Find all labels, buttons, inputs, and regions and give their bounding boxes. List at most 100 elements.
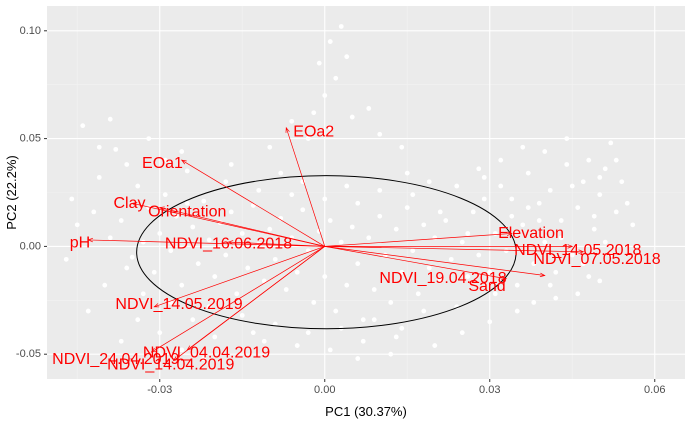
score-point bbox=[195, 261, 201, 267]
score-point bbox=[327, 347, 333, 353]
score-point bbox=[294, 269, 300, 275]
score-point bbox=[371, 317, 377, 323]
score-point bbox=[294, 343, 300, 348]
score-point bbox=[542, 239, 548, 245]
score-point bbox=[261, 338, 267, 344]
score-point bbox=[624, 200, 630, 206]
score-point bbox=[179, 282, 185, 288]
score-point bbox=[421, 308, 427, 314]
score-point bbox=[190, 317, 196, 323]
loading-vector bbox=[324, 246, 584, 253]
score-point bbox=[118, 218, 124, 223]
score-point bbox=[179, 149, 185, 154]
score-point bbox=[96, 144, 102, 150]
score-point bbox=[349, 224, 355, 230]
loading-vector bbox=[159, 207, 325, 247]
score-point bbox=[355, 200, 361, 206]
score-point bbox=[399, 325, 405, 331]
score-point bbox=[382, 252, 388, 258]
score-point bbox=[393, 226, 399, 232]
score-point bbox=[399, 269, 405, 275]
score-point bbox=[432, 235, 438, 241]
score-point bbox=[597, 175, 603, 180]
loading-label: Elevation bbox=[498, 225, 564, 242]
score-point bbox=[162, 157, 168, 163]
score-point bbox=[426, 179, 432, 185]
score-point bbox=[173, 213, 179, 219]
score-point bbox=[250, 330, 256, 336]
score-point bbox=[564, 162, 570, 167]
y-tick-label: -0.05 bbox=[16, 348, 41, 360]
score-point bbox=[630, 222, 636, 228]
score-point bbox=[157, 231, 163, 236]
loading-arrowhead bbox=[180, 159, 187, 165]
score-point bbox=[118, 338, 124, 344]
score-point bbox=[102, 282, 108, 288]
loading-arrowhead bbox=[567, 244, 574, 249]
score-point bbox=[223, 179, 229, 185]
score-point bbox=[553, 295, 559, 301]
score-point bbox=[410, 248, 416, 254]
score-point bbox=[267, 144, 273, 150]
score-point bbox=[377, 187, 383, 193]
score-point bbox=[448, 256, 454, 262]
score-point bbox=[250, 203, 256, 208]
score-point bbox=[311, 110, 317, 116]
score-point bbox=[415, 291, 421, 297]
score-point bbox=[487, 319, 493, 325]
score-point bbox=[481, 175, 487, 180]
score-point bbox=[558, 235, 564, 241]
score-point bbox=[586, 274, 592, 279]
x-axis-ticks: -0.03 0.00 0.03 0.06 bbox=[147, 379, 665, 396]
loading-label: NDVI_14.04.2019 bbox=[107, 356, 234, 373]
score-point bbox=[542, 149, 548, 154]
score-point bbox=[525, 205, 531, 210]
score-point bbox=[514, 282, 520, 288]
x-tick-label: -0.03 bbox=[147, 384, 172, 396]
grid-minor bbox=[47, 6, 685, 379]
score-point bbox=[212, 334, 218, 340]
score-point bbox=[239, 312, 245, 318]
score-point bbox=[107, 116, 113, 122]
score-point bbox=[272, 321, 278, 327]
score-point bbox=[371, 287, 377, 292]
y-axis-title: PC2 (22.2%) bbox=[4, 155, 19, 229]
score-point bbox=[311, 300, 317, 305]
score-point bbox=[454, 183, 460, 189]
loading-label: NDVI_24.04.2019 bbox=[52, 351, 179, 368]
score-point bbox=[201, 356, 207, 361]
score-point bbox=[580, 261, 586, 267]
score-point bbox=[410, 192, 416, 198]
score-point bbox=[338, 24, 344, 29]
loading-arrowhead bbox=[172, 356, 179, 362]
score-point bbox=[388, 300, 394, 305]
loading-arrowhead bbox=[285, 126, 290, 133]
score-point bbox=[569, 183, 575, 189]
loading-label: Sand bbox=[468, 278, 505, 295]
score-point bbox=[619, 179, 625, 185]
score-point bbox=[327, 39, 333, 44]
score-point bbox=[366, 235, 372, 241]
score-point bbox=[459, 239, 465, 245]
score-point bbox=[349, 114, 355, 120]
score-point bbox=[459, 330, 465, 336]
loading-label: NDVI_16.06.2018 bbox=[165, 236, 292, 253]
loading-label: NDVI_04.04.2019 bbox=[143, 345, 270, 362]
loading-vector bbox=[151, 246, 325, 353]
score-point bbox=[333, 75, 339, 81]
score-point bbox=[366, 106, 372, 111]
score-point bbox=[179, 347, 185, 353]
loading-arrowhead bbox=[506, 231, 513, 236]
score-point bbox=[613, 157, 619, 163]
score-point bbox=[602, 239, 608, 245]
score-point bbox=[96, 175, 102, 180]
score-point bbox=[597, 192, 603, 198]
score-point bbox=[465, 231, 471, 236]
score-point bbox=[151, 269, 157, 275]
score-point bbox=[520, 222, 526, 228]
score-point bbox=[300, 207, 306, 213]
score-point bbox=[437, 209, 443, 215]
loading-vector bbox=[181, 159, 325, 247]
score-point bbox=[360, 338, 366, 344]
